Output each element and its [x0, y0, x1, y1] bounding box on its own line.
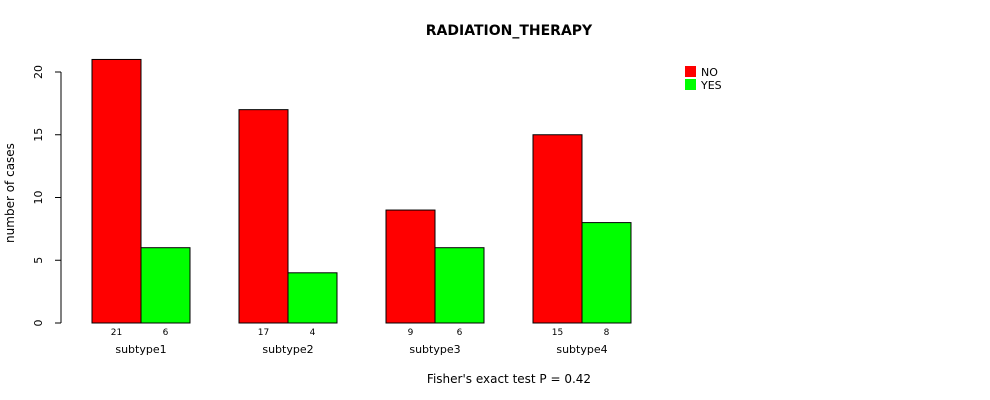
bar-data-label: 6 [163, 328, 169, 338]
legend-label-yes: YES [700, 79, 722, 92]
y-tick-label: 20 [32, 65, 45, 79]
bar-subtype3-yes [434, 247, 485, 324]
x-category-label: subtype2 [262, 343, 313, 356]
data-labels-group: 21 6 17 4 9 6 15 8 [111, 328, 610, 338]
bar-data-label: 6 [457, 328, 463, 338]
category-labels-group: subtype1 subtype2 subtype3 subtype4 [115, 343, 607, 356]
bars-group [91, 58, 632, 324]
y-axis-title: number of cases [3, 143, 17, 243]
bar-subtype4-no [532, 134, 583, 324]
footnote: Fisher's exact test P = 0.42 [427, 372, 591, 386]
x-category-label: subtype3 [409, 343, 460, 356]
bar-subtype3-no [385, 209, 436, 324]
bar-data-label: 9 [408, 328, 414, 338]
y-tick-label: 5 [32, 257, 45, 264]
bar-subtype2-yes [287, 272, 338, 324]
bar-subtype4-yes [581, 222, 632, 324]
y-tick-label: 15 [32, 128, 45, 142]
legend-swatch-yes [685, 79, 696, 90]
x-category-label: subtype4 [556, 343, 607, 356]
bar-data-label: 4 [310, 328, 316, 338]
y-tick-label: 10 [32, 191, 45, 205]
bar-data-label: 17 [258, 328, 269, 338]
y-tick-label: 0 [32, 320, 45, 327]
y-axis: 0 5 10 15 20 [32, 65, 62, 327]
legend-label-no: NO [701, 66, 718, 79]
bar-subtype1-no [91, 58, 142, 324]
x-category-label: subtype1 [115, 343, 166, 356]
bar-data-label: 15 [552, 328, 563, 338]
bar-data-label: 21 [111, 328, 122, 338]
bar-data-label: 8 [604, 328, 610, 338]
chart-title: RADIATION_THERAPY [426, 23, 593, 39]
bar-subtype1-yes [140, 247, 191, 324]
bar-subtype2-no [238, 109, 289, 324]
legend-swatch-no [685, 66, 696, 77]
